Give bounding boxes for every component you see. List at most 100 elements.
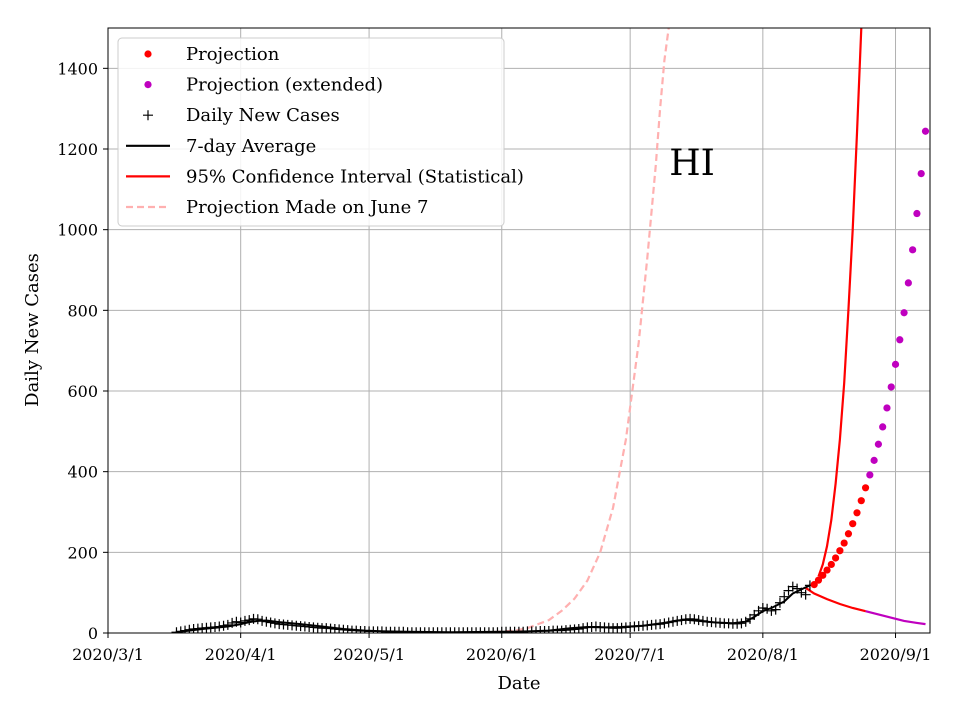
y-tick-label: 0 xyxy=(88,624,98,643)
daily-case-marker xyxy=(244,615,255,626)
projection-point xyxy=(827,560,835,569)
daily-case-marker xyxy=(766,605,777,616)
x-tick-label: 2020/4/1 xyxy=(205,645,277,664)
daily-case-marker xyxy=(663,617,674,628)
daily-case-marker xyxy=(257,615,268,626)
legend-label-ci: 95% Confidence Interval (Statistical) xyxy=(186,166,524,187)
daily-case-marker xyxy=(214,621,225,632)
y-tick-label: 1200 xyxy=(57,140,98,159)
daily-case-marker xyxy=(796,587,807,598)
projection-point xyxy=(823,566,831,574)
projection-extended-point xyxy=(866,471,874,479)
daily-case-marker xyxy=(676,615,687,626)
y-tick-label: 200 xyxy=(67,543,98,562)
legend: Projection Projection (extended) Daily New… xyxy=(117,37,524,227)
daily-case-marker xyxy=(218,620,229,631)
daily-case-marker xyxy=(578,623,589,633)
daily-case-marker xyxy=(770,604,781,615)
daily-case-marker xyxy=(265,617,276,628)
projection-extended-point xyxy=(917,170,925,178)
daily-case-marker xyxy=(261,616,272,627)
x-tick-label: 2020/6/1 xyxy=(466,645,538,664)
legend-label-daily: Daily New Cases xyxy=(186,105,340,126)
daily-case-marker xyxy=(762,603,773,614)
daily-case-marker xyxy=(171,627,182,633)
legend-box xyxy=(117,37,505,227)
projection-extended-point xyxy=(909,246,917,254)
legend-label-avg: 7-day Average xyxy=(186,136,316,157)
daily-case-marker xyxy=(252,614,263,625)
daily-case-marker xyxy=(222,619,233,630)
y-tick-label: 1400 xyxy=(57,59,98,78)
data-layer xyxy=(171,28,930,633)
daily-case-marker xyxy=(749,609,760,620)
daily-case-marker xyxy=(667,616,678,627)
plot-frame xyxy=(107,27,931,634)
daily-case-marker xyxy=(736,618,747,629)
daily-case-marker xyxy=(175,626,186,633)
daily-case-marker xyxy=(235,617,246,628)
daily-case-marker xyxy=(779,591,790,602)
projection-point xyxy=(832,554,840,562)
daily-case-marker xyxy=(180,625,191,633)
ci-lower-extended-line xyxy=(865,610,926,626)
projection-point xyxy=(853,509,861,517)
projection-point xyxy=(861,484,870,492)
y-axis-label: Daily New Cases xyxy=(22,253,43,407)
projection-extended-point xyxy=(874,440,883,448)
projection-point xyxy=(810,581,818,589)
projection-extended-point xyxy=(891,360,900,368)
daily-case-marker xyxy=(269,618,280,629)
projection-point xyxy=(814,576,823,584)
x-tick-label: 2020/8/1 xyxy=(727,645,799,664)
y-tick-label: 600 xyxy=(67,382,98,401)
x-tick-label: 2020/3/1 xyxy=(72,645,144,664)
daily-case-marker xyxy=(783,585,794,596)
projection-extended-point xyxy=(870,456,878,464)
projection-extended-point xyxy=(913,209,921,218)
daily-case-marker xyxy=(231,616,242,627)
daily-case-marker xyxy=(757,602,768,613)
daily-case-marker xyxy=(693,615,704,626)
daily-case-marker xyxy=(697,615,708,626)
projection-point xyxy=(819,571,827,579)
projection-extended-point xyxy=(883,404,891,412)
daily-case-marker xyxy=(184,624,195,633)
legend-label-june7: Projection Made on June 7 xyxy=(186,197,428,218)
daily-case-marker xyxy=(787,581,798,592)
legend-label-projection_ext: Projection (extended) xyxy=(186,75,383,96)
x-axis-label: Date xyxy=(497,673,540,694)
ci-upper-line xyxy=(817,28,863,577)
legend-label-projection: Projection xyxy=(186,44,280,65)
projection-point xyxy=(836,547,844,555)
projection-extended-point xyxy=(900,309,908,317)
y-tick-label: 800 xyxy=(67,301,98,320)
projection-extended-point xyxy=(896,336,904,344)
legend-marker-daily xyxy=(143,110,153,121)
daily-case-marker xyxy=(800,589,811,600)
projection-point xyxy=(840,539,848,547)
daily-case-marker xyxy=(774,597,785,608)
projection-extended-point xyxy=(921,127,930,135)
x-tick-label: 2020/5/1 xyxy=(333,645,405,664)
legend-marker-projection xyxy=(144,50,152,58)
daily-case-marker xyxy=(573,623,584,633)
x-tick-label: 2020/7/1 xyxy=(594,645,666,664)
june7-projection-line xyxy=(450,28,670,633)
projection-extended-point xyxy=(887,383,895,391)
projection-extended-point xyxy=(904,279,912,287)
daily-case-marker xyxy=(239,615,250,626)
daily-case-marker xyxy=(745,613,755,624)
projection-point xyxy=(849,520,857,528)
daily-case-marker xyxy=(689,614,700,625)
projection-point xyxy=(844,530,853,538)
daily-case-marker xyxy=(792,583,803,594)
x-tick-label: 2020/9/1 xyxy=(860,645,932,664)
daily-case-marker xyxy=(672,615,683,626)
ticks: 2020/3/1 2020/4/1 2020/5/1 2020/6/1 2020/7/1… xyxy=(57,59,931,664)
daily-case-marker xyxy=(655,619,666,630)
daily-case-marker xyxy=(659,618,670,629)
state-label: HI xyxy=(669,143,715,184)
projection-extended-point xyxy=(879,423,887,431)
